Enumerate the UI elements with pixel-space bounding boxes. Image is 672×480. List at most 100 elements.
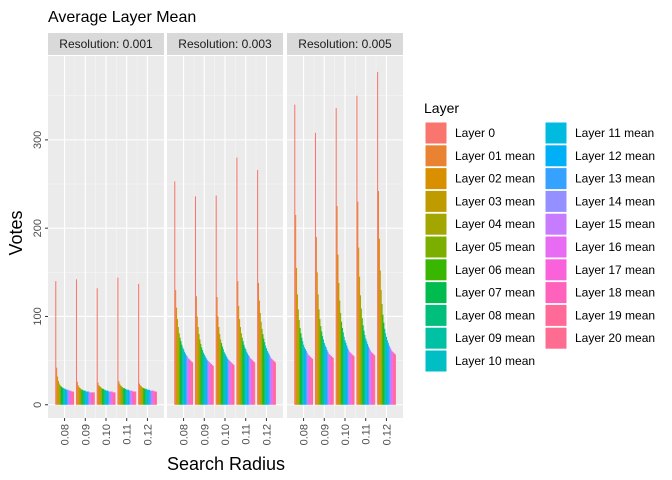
bar xyxy=(367,343,369,405)
bar xyxy=(262,334,264,405)
bar xyxy=(69,390,71,405)
bar xyxy=(192,362,194,405)
bar xyxy=(389,347,391,405)
bar xyxy=(338,282,340,405)
bar xyxy=(273,360,275,405)
legend-key xyxy=(424,189,448,213)
bar xyxy=(308,355,310,405)
bar xyxy=(247,355,249,405)
bar xyxy=(300,333,302,405)
bar xyxy=(98,385,100,405)
bar xyxy=(360,308,362,405)
bar xyxy=(127,389,129,405)
bar xyxy=(346,345,348,405)
bar xyxy=(348,351,351,405)
bar xyxy=(154,391,157,405)
bar xyxy=(316,272,318,405)
bar xyxy=(307,354,309,405)
y-tick-label: 200 xyxy=(32,219,44,237)
legend-key xyxy=(424,144,448,168)
bar xyxy=(226,357,228,405)
bar xyxy=(221,342,223,405)
bar xyxy=(330,355,332,405)
bar xyxy=(301,337,303,405)
bar xyxy=(391,350,393,405)
bar xyxy=(361,318,363,405)
bar xyxy=(384,328,386,405)
facet-panel: Resolution: 0.003 0.08 0.09 0.10 0.11 0.12 xyxy=(167,33,283,445)
bar xyxy=(151,390,153,405)
bar xyxy=(184,353,186,405)
bar xyxy=(311,357,313,405)
bar xyxy=(203,354,205,405)
bar xyxy=(374,355,376,405)
bar xyxy=(388,345,390,405)
bar xyxy=(345,342,347,405)
bar xyxy=(196,316,198,405)
bar xyxy=(97,382,99,405)
bar xyxy=(238,305,240,405)
bar xyxy=(138,283,140,405)
bar xyxy=(377,71,379,405)
bar xyxy=(201,347,203,405)
bar xyxy=(183,349,185,405)
legend-label: Layer 19 mean xyxy=(575,308,655,322)
bar xyxy=(260,321,262,405)
bar xyxy=(202,350,204,405)
bar xyxy=(274,362,276,405)
bar xyxy=(392,351,394,405)
bar xyxy=(202,352,204,405)
bar xyxy=(366,341,368,405)
bar xyxy=(152,390,154,405)
bar xyxy=(65,389,67,405)
legend-label: Layer 10 mean xyxy=(455,354,535,368)
bar xyxy=(66,389,68,405)
bar xyxy=(322,339,324,405)
bar xyxy=(57,380,59,405)
bar xyxy=(328,353,330,405)
bar xyxy=(215,195,217,405)
legend-title: Layer xyxy=(424,100,459,116)
bar xyxy=(219,334,221,405)
bar xyxy=(381,304,383,405)
legend-label: Layer 11 mean xyxy=(575,126,654,140)
bar xyxy=(364,335,366,405)
x-tick-label: 0.08 xyxy=(179,424,191,445)
bar xyxy=(339,300,341,405)
legend-label: Layer 04 mean xyxy=(455,217,535,231)
bar xyxy=(363,330,365,405)
legend-key xyxy=(544,235,568,259)
bar xyxy=(225,355,227,405)
bar xyxy=(71,391,73,405)
bar xyxy=(342,332,344,405)
bar xyxy=(386,340,388,405)
legend-label: Layer 0 xyxy=(455,126,495,140)
legend-label: Layer 16 mean xyxy=(575,240,655,254)
bar xyxy=(82,389,84,405)
bar xyxy=(60,386,62,405)
bar xyxy=(359,295,361,405)
legend-key xyxy=(544,303,568,327)
bar xyxy=(108,391,110,405)
facet-strip-label: Resolution: 0.003 xyxy=(178,37,272,51)
bar xyxy=(131,390,133,405)
bar xyxy=(373,354,375,405)
bar xyxy=(265,345,267,405)
bar xyxy=(252,360,254,405)
bar xyxy=(59,385,61,405)
bar xyxy=(178,333,180,405)
bar xyxy=(139,385,141,405)
bar xyxy=(204,356,206,405)
bar xyxy=(245,349,247,405)
bar xyxy=(305,350,307,405)
bar xyxy=(78,387,80,405)
x-tick-label: 0.10 xyxy=(101,424,113,445)
legend-label: Layer 14 mean xyxy=(575,194,655,208)
bar xyxy=(99,386,101,405)
bar xyxy=(299,327,301,405)
bar xyxy=(218,327,220,405)
bar xyxy=(120,386,122,405)
bar xyxy=(271,358,273,405)
bar xyxy=(239,319,241,405)
bar xyxy=(57,376,59,405)
